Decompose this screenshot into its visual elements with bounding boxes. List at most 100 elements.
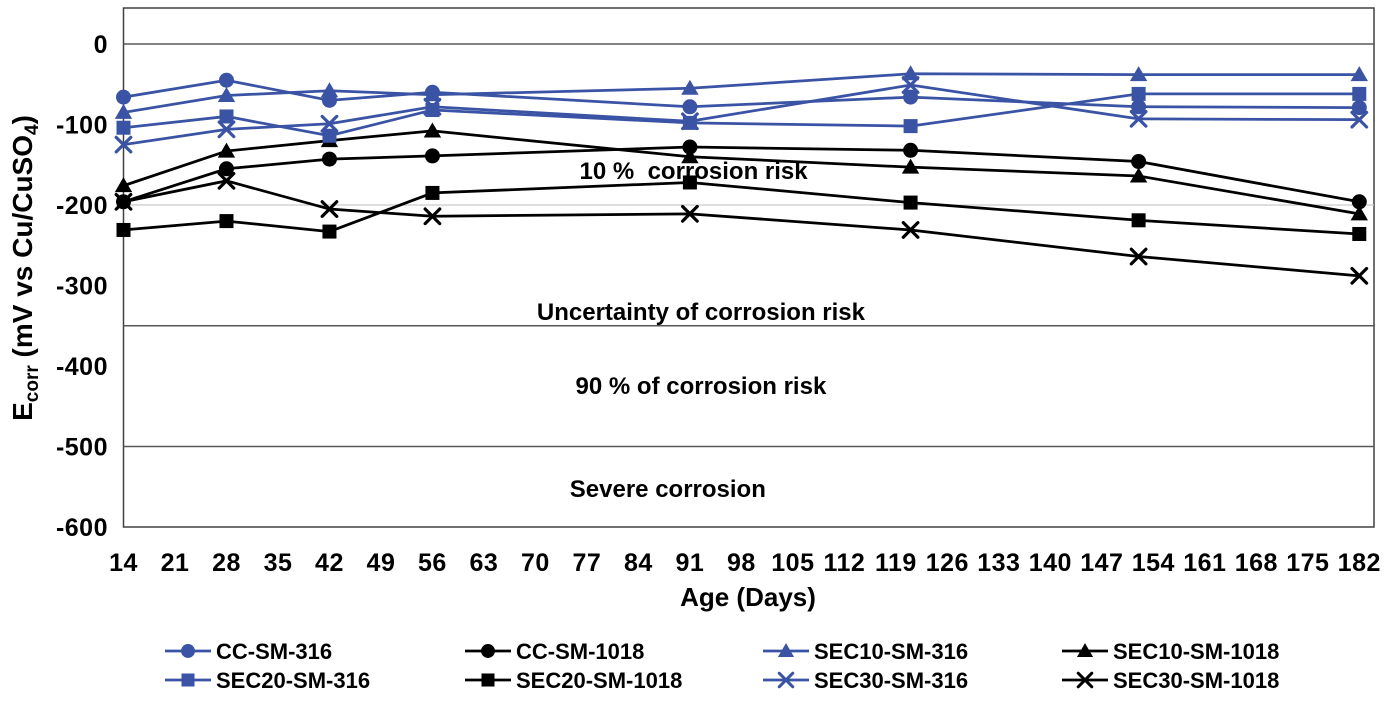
marker-x xyxy=(217,120,236,139)
legend-label: SEC30-SM-316 xyxy=(814,668,968,693)
marker-square xyxy=(116,222,131,237)
marker-x xyxy=(114,192,133,211)
x-tick-182: 182 xyxy=(1338,549,1381,577)
marker-square xyxy=(219,109,234,124)
legend-label: SEC10-SM-1018 xyxy=(1113,639,1279,664)
marker-square xyxy=(322,128,337,143)
y-tick--500: -500 xyxy=(56,434,108,462)
marker-square xyxy=(903,119,918,134)
legend-label: SEC20-SM-1018 xyxy=(516,668,682,693)
marker-triangle xyxy=(681,148,699,164)
x-tick-77: 77 xyxy=(573,549,602,577)
marker-square xyxy=(1352,226,1367,241)
marker-circle xyxy=(903,89,919,105)
marker-circle xyxy=(218,72,234,88)
marker-x xyxy=(423,207,442,226)
marker-square xyxy=(219,214,234,229)
x-tick-161: 161 xyxy=(1183,549,1226,577)
annotation-risk-10pct: 10 % corrosion risk xyxy=(580,158,809,185)
marker-x xyxy=(320,114,339,133)
marker-square xyxy=(116,120,131,135)
x-tick-119: 119 xyxy=(875,549,917,577)
marker-x xyxy=(320,200,339,218)
marker-triangle xyxy=(423,122,442,138)
marker-x xyxy=(681,204,699,223)
marker-circle xyxy=(116,89,131,105)
y-axis-title: Ecorr (mV vs Cu/CuSO4) xyxy=(7,115,43,421)
marker-circle xyxy=(1131,154,1147,170)
marker-circle xyxy=(682,139,698,155)
marker-triangle xyxy=(320,82,339,98)
marker-triangle xyxy=(1129,66,1148,82)
series-line-SEC20-SM-1018 xyxy=(123,181,1360,236)
plot-border xyxy=(122,7,1375,528)
marker-triangle xyxy=(423,86,442,102)
legend-item-SEC10-SM-1018: SEC10-SM-1018 xyxy=(1062,639,1279,664)
marker-x xyxy=(114,135,133,154)
series-SEC30-SM-316 xyxy=(114,76,1369,154)
marker-square xyxy=(1352,86,1367,101)
y-tick--200: -200 xyxy=(56,192,108,220)
marker-square xyxy=(322,224,337,239)
series-SEC20-SM-316 xyxy=(116,86,1367,143)
series-CC-SM-316 xyxy=(116,72,1367,116)
annotation-risk-uncertainty: Uncertainty of corrosion risk xyxy=(537,299,866,326)
x-tick-84: 84 xyxy=(624,549,653,577)
marker-square xyxy=(1131,213,1146,228)
marker-x xyxy=(901,76,920,94)
x-axis-title: Age (Days) xyxy=(680,582,816,612)
x-tick-147: 147 xyxy=(1080,549,1123,577)
square-marker-icon xyxy=(181,673,195,687)
legend-label: CC-SM-1018 xyxy=(516,639,644,664)
series-SEC30-SM-1018 xyxy=(114,171,1369,285)
x-tick-35: 35 xyxy=(264,549,293,577)
x-tick-126: 126 xyxy=(926,549,969,577)
x-marker-icon xyxy=(777,671,795,689)
triangle-marker-icon xyxy=(777,643,795,658)
marker-x xyxy=(901,221,920,239)
marker-triangle xyxy=(681,79,699,95)
x-tick-112: 112 xyxy=(823,549,865,577)
legend-item-SEC30-SM-1018: SEC30-SM-1018 xyxy=(1062,668,1279,693)
series-line-SEC20-SM-316 xyxy=(123,92,1360,138)
marker-x xyxy=(217,171,236,190)
series-line-SEC30-SM-316 xyxy=(123,83,1360,146)
series-SEC10-SM-1018 xyxy=(114,122,1368,221)
marker-x xyxy=(1129,109,1148,128)
marker-x xyxy=(1350,266,1369,285)
series-SEC10-SM-316 xyxy=(114,65,1368,119)
x-tick-49: 49 xyxy=(367,549,396,577)
y-tick--400: -400 xyxy=(56,353,108,381)
x-tick-91: 91 xyxy=(675,549,704,577)
legend-label: SEC20-SM-316 xyxy=(216,668,370,693)
x-tick-70: 70 xyxy=(521,549,550,577)
y-tick--300: -300 xyxy=(56,273,108,301)
square-marker-icon xyxy=(481,673,495,687)
x-tick-21: 21 xyxy=(161,549,190,577)
marker-triangle xyxy=(1350,205,1368,221)
x-tick-42: 42 xyxy=(315,549,344,577)
x-tick-168: 168 xyxy=(1235,549,1278,577)
marker-circle xyxy=(1351,194,1367,210)
marker-triangle xyxy=(217,87,236,103)
series-SEC20-SM-1018 xyxy=(116,175,1367,241)
y-tick--600: -600 xyxy=(56,514,108,542)
legend-item-CC-SM-1018: CC-SM-1018 xyxy=(465,639,644,664)
legend-item-SEC20-SM-316: SEC20-SM-316 xyxy=(165,668,370,693)
marker-x xyxy=(1129,247,1148,266)
marker-circle xyxy=(1351,100,1367,116)
x-tick-14: 14 xyxy=(109,549,138,577)
marker-triangle xyxy=(114,103,133,119)
marker-square xyxy=(903,195,918,210)
annotation-risk-severe: Severe corrosion xyxy=(570,476,766,503)
marker-triangle xyxy=(1129,167,1148,183)
legend-item-SEC30-SM-316: SEC30-SM-316 xyxy=(763,668,968,693)
y-tick-0: 0 xyxy=(94,31,108,59)
legend: CC-SM-316 CC-SM-1018 SEC10-SM-316 SEC10-SM-… xyxy=(165,639,1279,693)
y-axis-title-group: Ecorr (mV vs Cu/CuSO4) xyxy=(7,115,43,421)
axis-ticks: 14 21 28 35 42 49 56 63 70 77 84 91 98 105 112 119 126 13… xyxy=(56,31,1381,577)
legend-item-SEC10-SM-316: SEC10-SM-316 xyxy=(763,639,968,664)
legend-label: SEC30-SM-1018 xyxy=(1113,668,1279,693)
